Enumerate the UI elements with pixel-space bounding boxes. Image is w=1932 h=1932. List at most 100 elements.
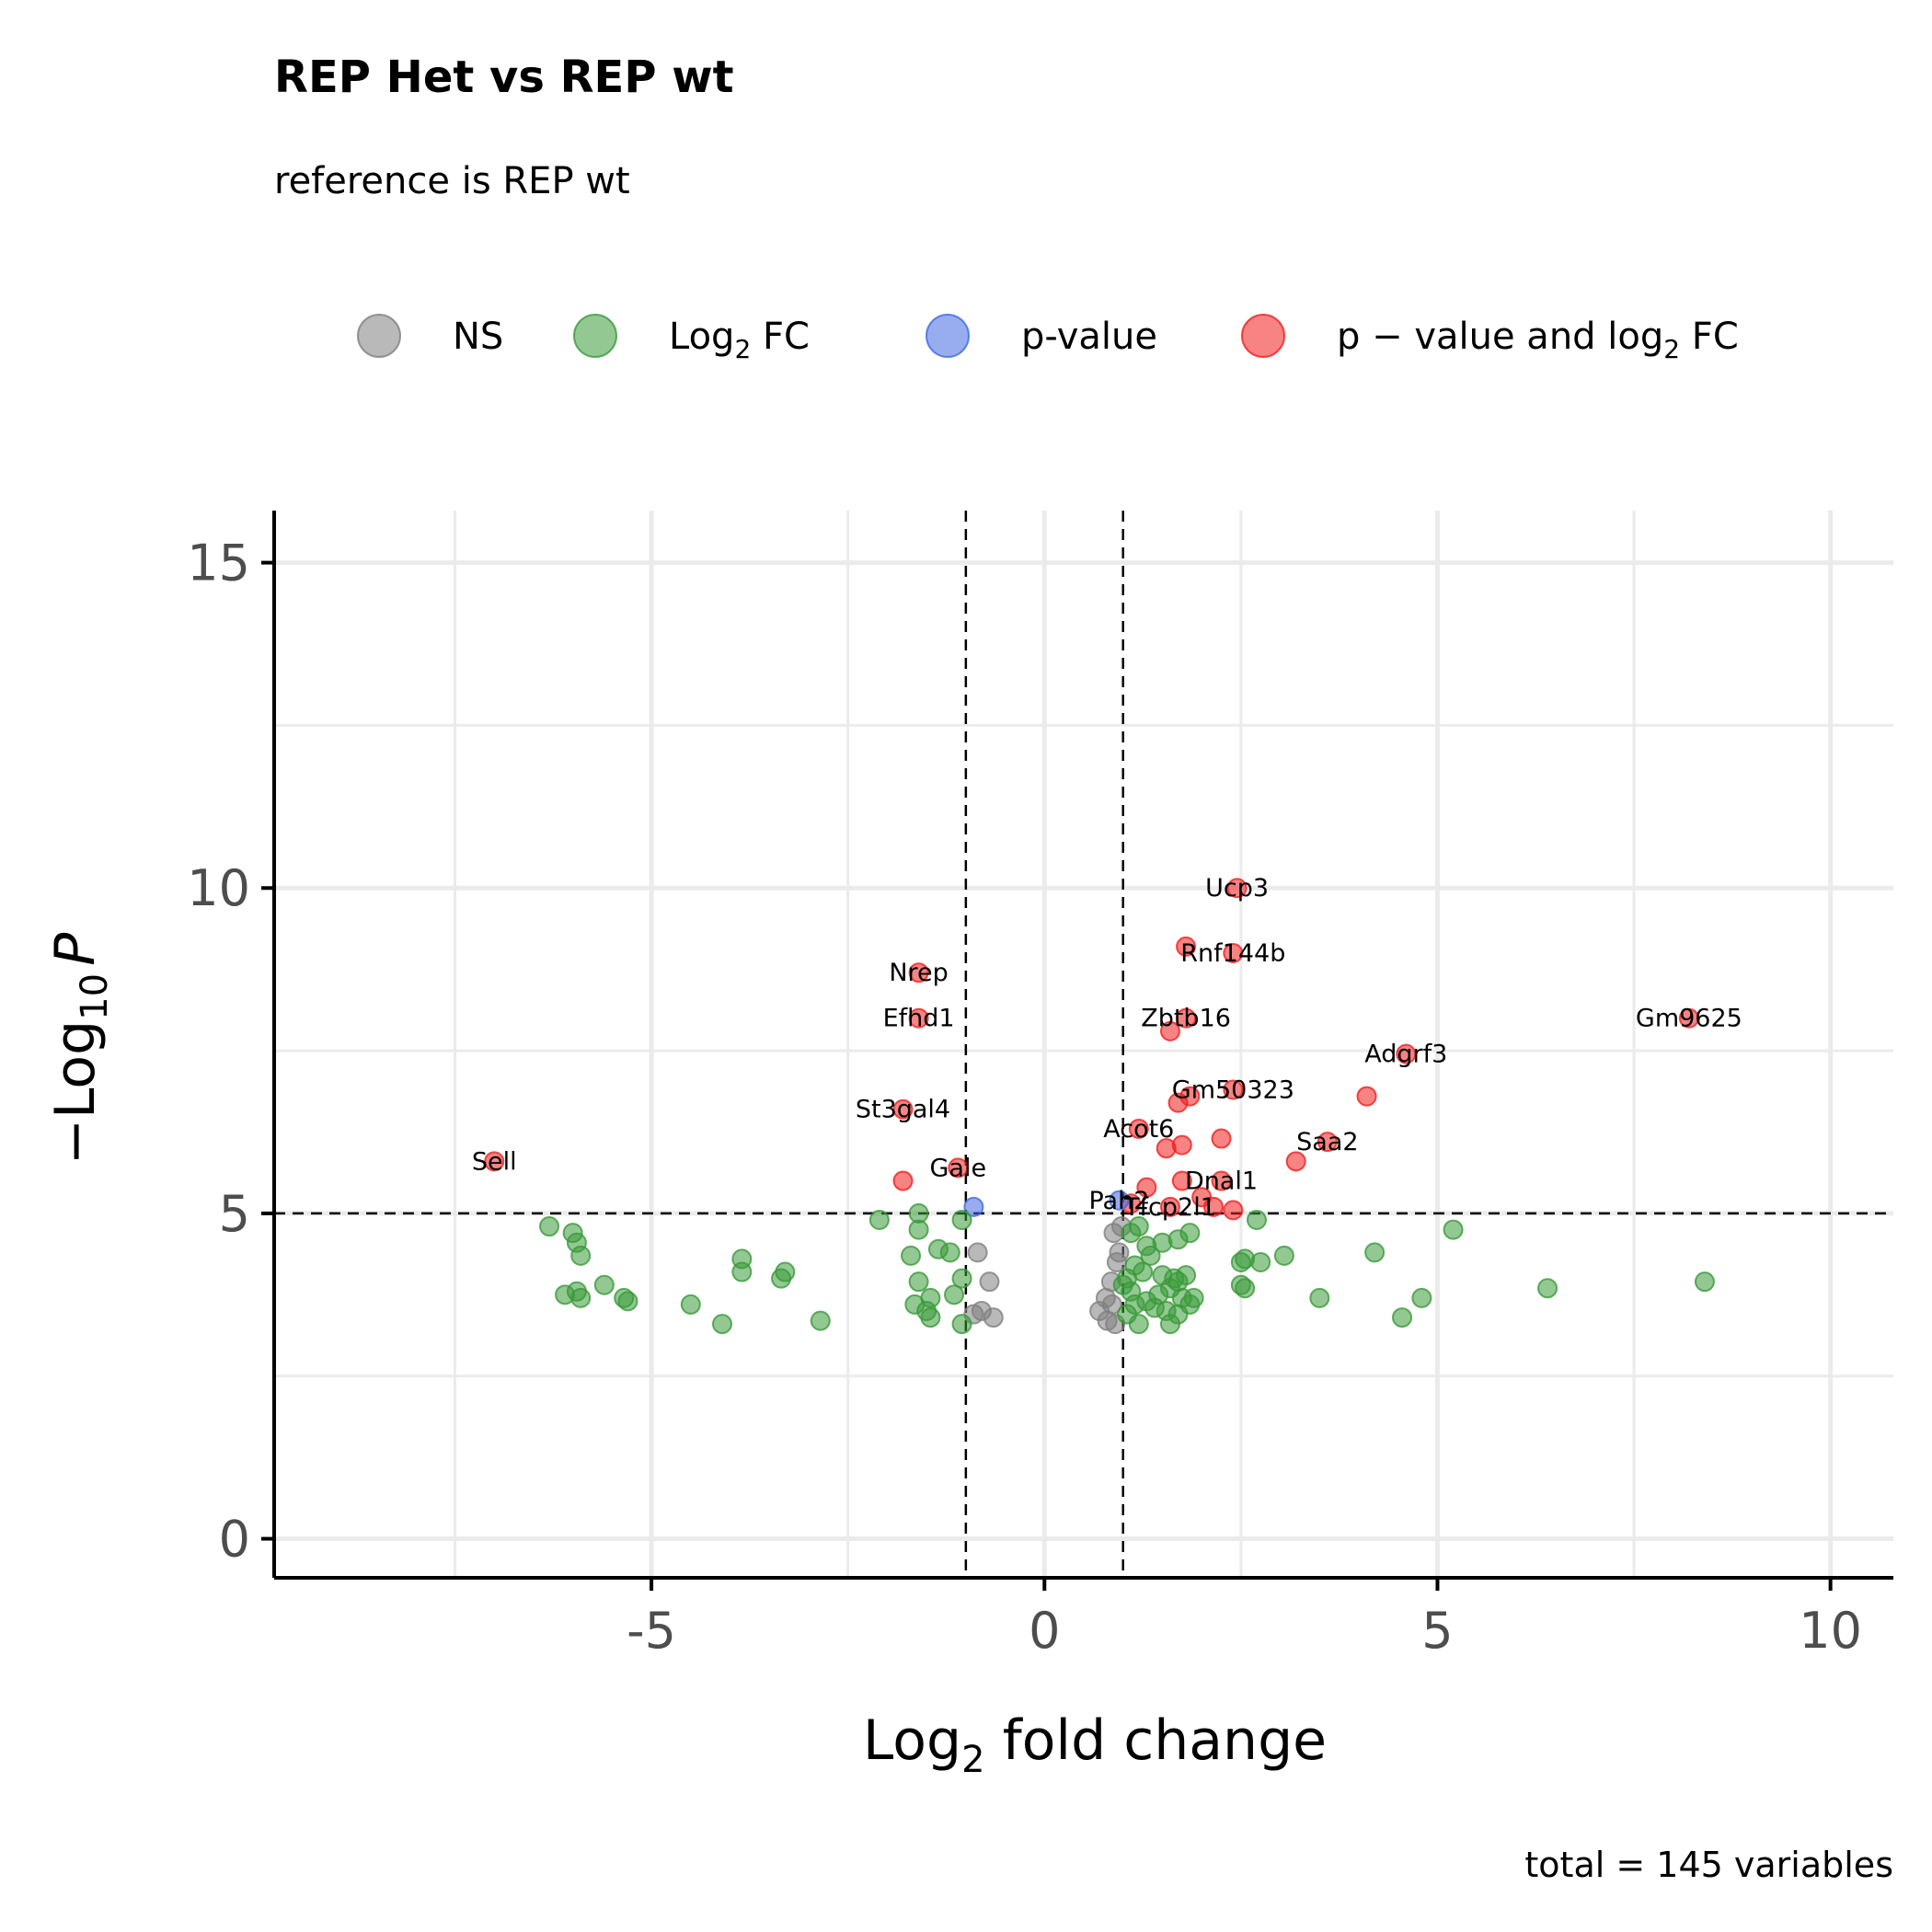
point-label: Saa2 xyxy=(1296,1128,1358,1156)
point-log2fc xyxy=(1309,1287,1330,1308)
point-log2fc xyxy=(939,1242,960,1263)
point-both xyxy=(1176,936,1197,957)
point-both xyxy=(1179,1086,1201,1107)
y-axis-title: −Log10 P xyxy=(43,932,116,1165)
cutoff-lines xyxy=(274,511,1893,1578)
point-log2fc xyxy=(1411,1287,1432,1308)
y-tick-label: 5 xyxy=(219,1185,250,1243)
point-log2fc xyxy=(1183,1287,1204,1308)
point-ns xyxy=(971,1301,992,1321)
point-both xyxy=(1285,1151,1306,1172)
point-label: Gale xyxy=(930,1154,987,1182)
point-log2fc xyxy=(617,1291,638,1312)
point-label: Rnf144b xyxy=(1180,939,1285,968)
point-log2fc xyxy=(593,1274,615,1295)
y-tick-label: 15 xyxy=(187,535,250,592)
legend-swatch xyxy=(1241,314,1285,358)
point-both xyxy=(1317,1132,1338,1153)
point-log2fc xyxy=(1694,1271,1715,1293)
point-ns xyxy=(967,1242,988,1263)
y-tick-label: 10 xyxy=(187,859,250,917)
y-axis-title-sub: 10 xyxy=(74,973,116,1020)
point-log2fc xyxy=(868,1209,890,1230)
point-log2fc xyxy=(1250,1251,1271,1272)
legend-label-part: p − value and log xyxy=(1337,316,1663,358)
legend-swatch xyxy=(926,314,970,358)
point-both xyxy=(1223,1079,1244,1100)
point-label: Zbtb16 xyxy=(1141,1005,1231,1033)
point-both xyxy=(892,1098,914,1120)
point-log2fc xyxy=(951,1209,972,1230)
legend-label-part: p-value xyxy=(1021,316,1157,358)
legend-item-both: p − value and log2 FC xyxy=(1241,314,1739,364)
point-both xyxy=(1156,1138,1177,1159)
point-both xyxy=(1171,1170,1192,1191)
point-label: Sell xyxy=(472,1147,517,1176)
point-label: Acot6 xyxy=(1103,1115,1174,1144)
x-tick-label: 5 xyxy=(1421,1602,1453,1660)
point-log2fc xyxy=(1112,1274,1133,1295)
chart-title: REP Het vs REP wt xyxy=(274,52,734,103)
point-label: Tfcp2l1 xyxy=(1123,1193,1216,1222)
axes: -5 0 5 10 0 5 10 15 xyxy=(187,511,1893,1660)
point-both xyxy=(1211,1170,1232,1191)
point-ns xyxy=(1101,1294,1122,1315)
point-label: Efhd1 xyxy=(883,1005,955,1033)
data-points xyxy=(484,878,1715,1335)
point-log2fc xyxy=(1128,1216,1149,1237)
point-label: Dnal1 xyxy=(1185,1167,1258,1196)
point-log2fc xyxy=(920,1307,941,1328)
x-axis-title-rest: fold change xyxy=(985,1708,1328,1773)
legend-item-pvalue: p-value xyxy=(926,314,1157,358)
point-log2fc xyxy=(570,1287,592,1308)
point-log2fc xyxy=(570,1245,592,1266)
point-log2fc xyxy=(1364,1242,1386,1263)
point-log2fc xyxy=(1140,1245,1161,1266)
point-log2fc xyxy=(539,1216,560,1237)
point-both xyxy=(1356,1086,1377,1107)
point-both xyxy=(1211,1128,1232,1149)
point-pvalue xyxy=(963,1196,984,1217)
point-both xyxy=(484,1151,505,1172)
point-both xyxy=(892,1170,914,1191)
x-axis-title-base: Log xyxy=(863,1708,961,1773)
point-both xyxy=(1223,1200,1244,1221)
point-log2fc xyxy=(1128,1314,1149,1335)
legend-item-log2fc: Log2 FC xyxy=(573,314,810,364)
point-log2fc xyxy=(731,1261,753,1282)
point-log2fc xyxy=(944,1284,965,1305)
point-log2fc xyxy=(1124,1255,1145,1276)
point-both xyxy=(1396,1043,1417,1064)
point-log2fc xyxy=(901,1245,922,1266)
point-log2fc xyxy=(1443,1219,1464,1240)
legend-swatch xyxy=(573,314,617,358)
legend-label: p − value and log2 FC xyxy=(1337,316,1739,364)
point-log2fc xyxy=(810,1310,831,1331)
legend-label-part: 2 xyxy=(734,334,751,364)
point-ns xyxy=(979,1271,1000,1293)
x-tick-label: -5 xyxy=(627,1602,676,1660)
point-log2fc xyxy=(908,1271,929,1293)
point-log2fc xyxy=(1537,1278,1558,1299)
point-labels: Ucp3 Rnf144b Nrep Efhd1 Zbtb16 Gm9625 Adgrf3 Gm… xyxy=(472,874,1742,1222)
point-label: Adgrf3 xyxy=(1364,1041,1447,1069)
point-ns xyxy=(1106,1251,1127,1272)
point-both xyxy=(1159,1020,1180,1041)
point-both xyxy=(1159,1196,1180,1217)
legend-label-part: NS xyxy=(453,316,503,358)
point-both xyxy=(908,1007,929,1029)
legend-label: p-value xyxy=(1021,316,1157,358)
point-log2fc xyxy=(1235,1278,1256,1299)
point-log2fc xyxy=(1392,1307,1413,1328)
legend-label-part: 2 xyxy=(1663,334,1680,364)
y-axis-title-var: P xyxy=(43,932,108,966)
legend: NS Log2 FC p-value p − value and log2 FC xyxy=(357,314,1739,364)
x-axis-title: Log2 fold change xyxy=(863,1708,1327,1781)
chart-subtitle: reference is REP wt xyxy=(274,160,630,202)
point-log2fc xyxy=(711,1314,732,1335)
point-log2fc xyxy=(1273,1245,1294,1266)
legend-item-ns: NS xyxy=(357,314,503,358)
point-label: St3gal4 xyxy=(856,1096,950,1124)
point-both xyxy=(908,962,929,983)
